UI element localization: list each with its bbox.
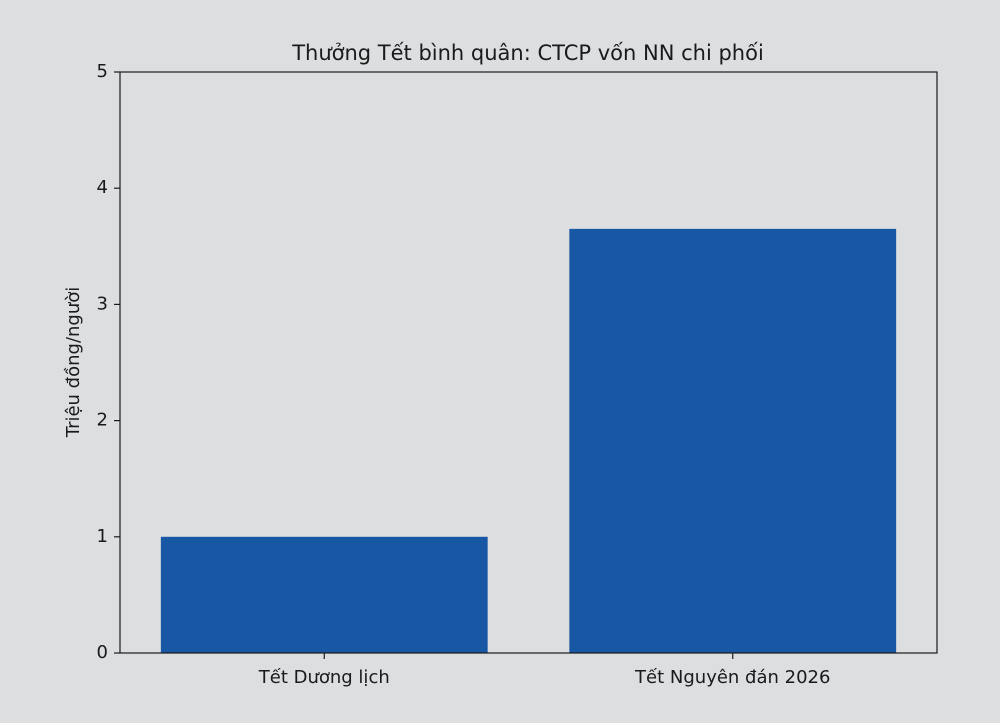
bar [160,536,488,653]
y-tick-label: 4 [97,177,108,198]
y-tick-label: 5 [97,61,108,82]
chart-title: Thưởng Tết bình quân: CTCP vốn NN chi ph… [291,41,764,65]
y-tick-label: 3 [97,293,108,314]
plot-frame [119,71,938,654]
y-tick-label: 2 [97,410,108,431]
x-tick-label: Tết Dương lịch [258,667,390,688]
x-tick-label: Tết Nguyên đán 2026 [634,667,830,688]
y-axis-label: Triệu đồng/người [63,287,84,439]
y-tick-label: 0 [97,642,108,663]
bar [569,228,897,653]
y-tick-label: 1 [97,526,108,547]
